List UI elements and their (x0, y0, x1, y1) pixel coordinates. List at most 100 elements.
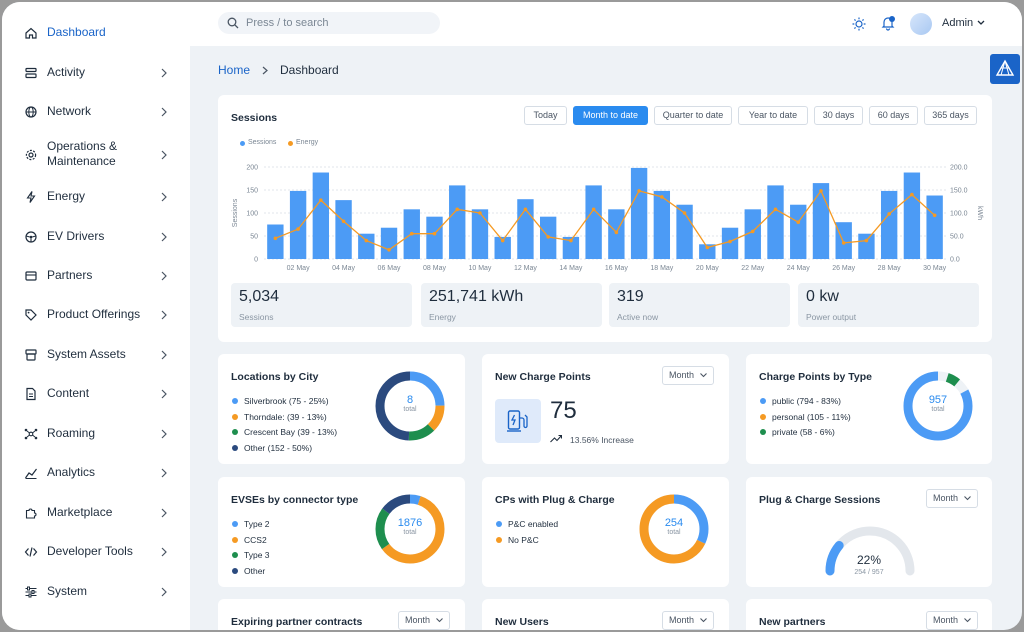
bottom-card-period-select[interactable]: Month (398, 611, 450, 630)
energy-point-24-may[interactable] (796, 220, 801, 224)
energy-point-21-may[interactable] (728, 239, 732, 244)
range-button-365-days[interactable]: 365 days (924, 106, 977, 125)
sidebar-item-activity[interactable]: Activity (2, 61, 190, 85)
sidebar-item-ev-drivers[interactable]: EV Drivers (2, 225, 190, 249)
energy-point-11-may[interactable] (500, 238, 505, 243)
user-name[interactable]: Admin (942, 17, 974, 29)
bar-26-may[interactable] (835, 222, 852, 259)
sidebar-item-roaming[interactable]: Roaming (2, 422, 190, 446)
bar-14-may[interactable] (562, 236, 580, 259)
energy-point-06-may[interactable] (387, 248, 391, 252)
locations-slice-3[interactable] (375, 371, 445, 441)
breadcrumb-home[interactable]: Home (218, 63, 251, 77)
energy-point-02-may[interactable] (296, 227, 300, 231)
energy-point-03-may[interactable] (319, 198, 323, 202)
energy-point-14-may[interactable] (569, 238, 573, 243)
energy-point-12-may[interactable] (523, 207, 528, 212)
energy-point-28-may[interactable] (887, 212, 891, 216)
bar-21-may[interactable] (721, 227, 739, 259)
energy-point-22-may[interactable] (750, 229, 755, 234)
avatar[interactable] (910, 13, 932, 35)
sidebar-item-marketplace[interactable]: Marketplace (2, 501, 190, 525)
energy-point-09-may[interactable] (455, 207, 460, 212)
energy-point-23-may[interactable] (773, 207, 778, 212)
range-button-year-to-date[interactable]: Year to date (738, 106, 808, 125)
energy-point-04-may[interactable] (341, 219, 346, 224)
energy-point-17-may[interactable] (637, 189, 641, 193)
energy-point-18-may[interactable] (660, 195, 664, 199)
sidebar-item-operations-maintenance[interactable]: Operations & Maintenance (2, 139, 190, 168)
evse-slice-1[interactable] (375, 494, 445, 564)
energy-point-15-may[interactable] (591, 207, 596, 212)
sun-icon[interactable] (852, 17, 866, 31)
energy-point-13-may[interactable] (546, 235, 550, 239)
sidebar-item-dashboard[interactable]: Dashboard (2, 21, 190, 45)
sidebar-item-product-offerings[interactable]: Product Offerings (2, 303, 190, 327)
energy-point-01-may[interactable] (273, 236, 278, 241)
bottom-card-period-select[interactable]: Month (662, 611, 714, 630)
bar-28-may[interactable] (880, 190, 898, 259)
bar-17-may[interactable] (630, 167, 648, 259)
evse-slice-3[interactable] (375, 494, 445, 564)
bar-25-may[interactable] (812, 183, 830, 259)
sidebar-item-content[interactable]: Content (2, 382, 190, 406)
energy-point-10-may[interactable] (478, 211, 482, 215)
energy-point-30-may[interactable] (932, 213, 937, 218)
bar-16-may[interactable] (608, 209, 625, 259)
bar-24-may[interactable] (790, 204, 807, 259)
pnc-slice-1[interactable] (639, 494, 709, 564)
bar-10-may[interactable] (471, 209, 489, 259)
bar-01-may[interactable] (267, 224, 284, 260)
bar-11-may[interactable] (494, 236, 511, 259)
bar-20-may[interactable] (699, 244, 716, 259)
sidebar-item-analytics[interactable]: Analytics (2, 461, 190, 485)
bar-03-may[interactable] (312, 172, 330, 259)
range-button-quarter-to-date[interactable]: Quarter to date (654, 106, 732, 125)
range-button-month-to-date[interactable]: Month to date (573, 106, 648, 125)
energy-point-20-may[interactable] (705, 245, 710, 250)
sidebar-item-system[interactable]: System (2, 580, 190, 604)
bottom-card-period-select[interactable]: Month (926, 611, 978, 630)
energy-point-05-may[interactable] (364, 238, 369, 243)
energy-point-25-may[interactable] (819, 189, 823, 193)
floating-action-button[interactable] (990, 54, 1020, 84)
bar-29-may[interactable] (903, 172, 921, 259)
range-button-60-days[interactable]: 60 days (869, 106, 918, 125)
locations-card: Locations by City 8 total Silverbrook (7… (218, 354, 465, 464)
bell-icon[interactable] (880, 15, 896, 31)
bar-05-may[interactable] (358, 233, 375, 259)
sidebar-item-partners[interactable]: Partners (2, 264, 190, 288)
bar-30-may[interactable] (926, 195, 943, 259)
energy-point-19-may[interactable] (682, 211, 687, 215)
sidebar-item-network[interactable]: Network (2, 100, 190, 124)
energy-point-27-may[interactable] (864, 238, 869, 243)
bar-22-may[interactable] (744, 209, 761, 259)
chevron-down-icon[interactable] (977, 20, 985, 26)
energy-point-08-may[interactable] (432, 231, 437, 236)
locations-slice-2[interactable] (375, 371, 445, 441)
bar-04-may[interactable] (335, 200, 352, 259)
sidebar-item-energy[interactable]: Energy (2, 185, 190, 209)
bar-08-may[interactable] (426, 216, 443, 259)
locations-slice-1[interactable] (375, 371, 445, 441)
bar-15-may[interactable] (585, 185, 602, 259)
sidebar-item-system-assets[interactable]: System Assets (2, 343, 190, 367)
bar-23-may[interactable] (767, 185, 784, 259)
energy-point-26-may[interactable] (841, 241, 846, 245)
bar-27-may[interactable] (858, 233, 875, 259)
pnc-sessions-period-select[interactable]: Month (926, 489, 978, 508)
evse-slice-2[interactable] (375, 494, 445, 564)
energy-point-16-may[interactable] (614, 230, 619, 235)
cp-type-slice-0[interactable] (903, 371, 973, 441)
search-input[interactable]: Press / to search (218, 12, 440, 34)
new-charge-points-period-select[interactable]: Month (662, 366, 714, 385)
sidebar-item-developer-tools[interactable]: Developer Tools (2, 540, 190, 564)
energy-point-29-may[interactable] (910, 192, 914, 197)
bar-06-may[interactable] (380, 227, 398, 259)
bar-18-may[interactable] (653, 190, 671, 259)
energy-point-07-may[interactable] (409, 231, 414, 236)
bar-09-may[interactable] (449, 185, 466, 259)
range-button-today[interactable]: Today (524, 106, 567, 125)
bar-02-may[interactable] (289, 190, 307, 259)
range-button-30-days[interactable]: 30 days (814, 106, 863, 125)
